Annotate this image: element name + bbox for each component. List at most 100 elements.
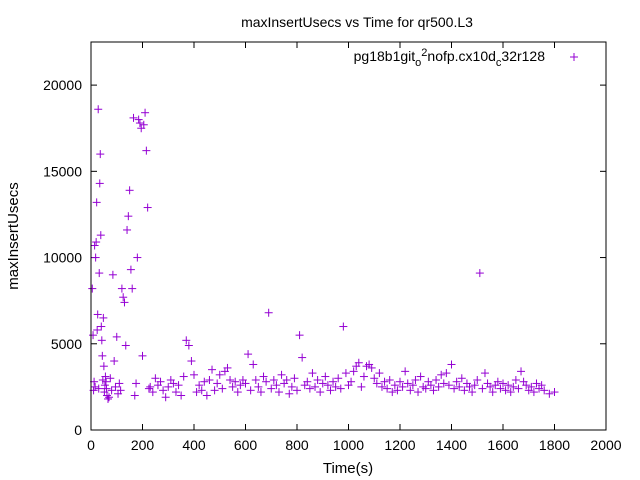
data-point — [323, 381, 332, 390]
data-point — [480, 369, 489, 378]
data-point — [213, 379, 222, 388]
data-point — [532, 379, 541, 388]
data-point — [326, 386, 335, 395]
data-point — [119, 293, 128, 302]
data-point — [282, 375, 291, 384]
data-point — [439, 379, 448, 388]
data-point — [287, 382, 296, 391]
data-point — [529, 388, 538, 397]
data-point — [545, 389, 554, 398]
data-point — [403, 379, 412, 388]
data-point — [124, 212, 133, 221]
y-tick-label: 5000 — [51, 336, 82, 352]
data-point — [501, 386, 510, 395]
data-point — [94, 105, 103, 114]
data-point — [96, 231, 105, 240]
data-point — [256, 388, 265, 397]
data-point — [128, 284, 137, 293]
data-point — [146, 382, 155, 391]
data-point — [148, 388, 157, 397]
data-point — [509, 382, 518, 391]
data-point — [177, 391, 186, 400]
data-point — [134, 115, 143, 124]
data-point — [103, 394, 112, 403]
data-point — [90, 241, 99, 250]
data-point — [522, 381, 531, 390]
data-point — [385, 375, 394, 384]
data-point — [139, 120, 148, 129]
data-point — [318, 379, 327, 388]
data-point — [169, 379, 178, 388]
data-point — [455, 382, 464, 391]
x-tick-label: 1600 — [487, 437, 518, 453]
data-point — [447, 360, 456, 369]
data-point — [411, 375, 420, 384]
data-point — [442, 369, 451, 378]
data-point — [331, 382, 340, 391]
data-point — [274, 388, 283, 397]
data-point — [416, 372, 425, 381]
data-point — [514, 384, 523, 393]
data-point — [370, 374, 379, 383]
data-point — [313, 375, 322, 384]
data-point — [111, 382, 120, 391]
data-point — [94, 384, 103, 393]
data-point — [142, 146, 151, 155]
plot-frame — [90, 41, 607, 431]
data-point — [123, 225, 132, 234]
data-point — [359, 372, 368, 381]
data-point — [537, 381, 546, 390]
data-point — [129, 113, 138, 122]
data-point — [126, 265, 135, 274]
data-point — [267, 384, 276, 393]
x-tick-label: 600 — [234, 437, 258, 453]
data-point — [93, 310, 102, 319]
axis-ticks: 0 200 400 600 800 1000 1200 1400 1600 1800 2000050… — [43, 42, 622, 453]
data-point — [197, 386, 206, 395]
data-point — [308, 369, 317, 378]
data-point — [107, 386, 116, 395]
data-point — [321, 372, 330, 381]
data-point — [106, 374, 115, 383]
data-point — [210, 386, 219, 395]
data-point — [233, 388, 242, 397]
data-point — [473, 375, 482, 384]
data-point — [339, 322, 348, 331]
data-point — [144, 384, 153, 393]
data-point — [496, 384, 505, 393]
y-tick-label: 15000 — [43, 163, 82, 179]
data-point — [421, 384, 430, 393]
data-point — [159, 386, 168, 395]
data-point — [95, 269, 104, 278]
data-point — [478, 384, 487, 393]
data-point — [377, 382, 386, 391]
data-point — [125, 186, 134, 195]
data-point — [550, 388, 559, 397]
data-point — [460, 386, 469, 395]
data-point — [285, 389, 294, 398]
data-point — [105, 393, 114, 402]
data-point — [468, 388, 477, 397]
x-tick-label: 1200 — [384, 437, 415, 453]
data-point — [195, 381, 204, 390]
data-point — [187, 357, 196, 366]
legend-label: pg18b1gito2nofp.cx10dc32r128 — [354, 47, 546, 69]
data-point — [228, 382, 237, 391]
data-point — [130, 391, 139, 400]
data-point — [184, 341, 193, 350]
data-point — [120, 298, 129, 307]
data-point — [429, 386, 438, 395]
data-point — [264, 308, 273, 317]
data-point — [236, 381, 245, 390]
x-tick-label: 2000 — [590, 437, 621, 453]
data-point — [132, 379, 141, 388]
data-point — [190, 370, 198, 379]
data-point — [457, 374, 466, 383]
data-point — [98, 351, 107, 360]
data-point — [97, 322, 106, 331]
data-point — [375, 369, 384, 378]
data-point — [135, 119, 144, 128]
data-point — [254, 382, 263, 391]
data-point — [398, 382, 407, 391]
